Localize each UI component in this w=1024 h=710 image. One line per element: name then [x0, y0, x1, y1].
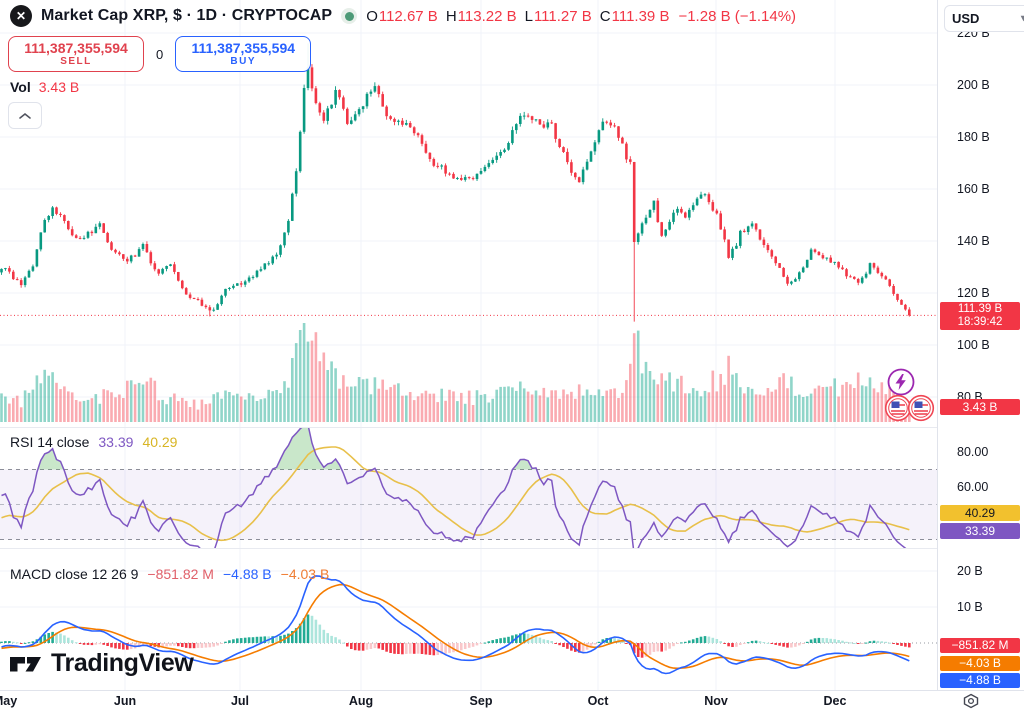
candlesticks — [0, 43, 911, 322]
price-axis-tick: 140 B — [957, 234, 990, 248]
month-label: Sep — [469, 694, 493, 708]
rsi-title: RSI — [10, 434, 34, 450]
us-flag-coins-icon[interactable] — [884, 394, 936, 422]
market-status-icon[interactable] — [341, 8, 358, 24]
flag-coin-right — [907, 394, 935, 422]
rsi-pane-header[interactable]: RSI 14 close 33.39 40.29 — [10, 434, 177, 450]
price-axis-tick: 180 B — [957, 130, 990, 144]
price-axis-tick: 160 B — [957, 182, 990, 196]
price-axis[interactable]: 111.39 B 18:39:42 3.43 B 40.29 33.39 −85… — [937, 0, 1024, 690]
sell-button[interactable]: 111,387,355,594 SELL — [8, 36, 144, 72]
symbol-title[interactable]: Market Cap XRP, $ · 1D · CRYPTOCAP — [41, 7, 333, 24]
macd-line-value: −4.88 B — [222, 566, 272, 582]
ohlc-item: C111.39 B — [599, 7, 670, 25]
price-axis-tick: 100 B — [957, 338, 990, 352]
tradingview-logo[interactable]: TradingView — [8, 649, 194, 678]
macd-hist-badge: −851.82 M — [940, 638, 1020, 653]
time-axis[interactable]: May Jun Jul Aug Sep Oct Nov Dec — [0, 690, 1024, 710]
change-value: −1.28 B (−1.14%) — [678, 7, 797, 25]
grid-lines — [0, 0, 937, 690]
rsi-badge: 33.39 — [940, 523, 1020, 539]
rsi-pane-plot — [0, 428, 937, 548]
ohlc-item: O112.67 B — [366, 7, 438, 25]
tradingview-logo-text: TradingView — [51, 649, 194, 677]
rsi-ma-value: 40.29 — [142, 434, 178, 450]
macd-pane-plot — [0, 575, 937, 675]
month-label: Jul — [230, 694, 250, 708]
sell-label: SELL — [60, 56, 92, 68]
macd-signal-value: −4.03 B — [280, 566, 330, 582]
currency-label: USD — [952, 11, 980, 26]
buy-label: BUY — [230, 56, 257, 68]
hexagon-settings-icon[interactable] — [962, 693, 980, 709]
macd-title: MACD — [10, 566, 52, 582]
ohlc-item: H113.22 B — [445, 7, 517, 25]
month-label: Dec — [823, 694, 847, 708]
macd-hist-value: −851.82 M — [147, 566, 214, 582]
flag-coin-left — [884, 394, 912, 422]
price-axis-tick: 200 B — [957, 78, 990, 92]
volume-label[interactable]: Vol — [10, 79, 31, 95]
month-label: Nov — [704, 694, 728, 708]
last-price-badge: 111.39 B 18:39:42 — [940, 302, 1020, 330]
chevron-down-icon: ▾ — [1020, 13, 1024, 24]
pane-separator[interactable] — [0, 427, 1024, 428]
collapse-panel-button[interactable] — [8, 102, 42, 129]
macd-axis-tick: 20 B — [957, 564, 983, 578]
volume-bars — [0, 323, 911, 422]
ohlc-item: L111.27 B — [524, 7, 592, 25]
price-axis-tick: 120 B — [957, 286, 990, 300]
macd-signal-badge: −4.03 B — [940, 656, 1020, 671]
xrp-symbol-logo-icon: ✕ — [10, 5, 32, 27]
sell-price: 111,387,355,594 — [24, 39, 128, 56]
rsi-axis-tick: 80.00 — [957, 445, 989, 459]
main-chart-canvas[interactable] — [0, 0, 938, 690]
macd-axis-tick: 10 B — [957, 600, 983, 614]
volume-badge: 3.43 B — [940, 399, 1020, 415]
macd-params: close 12 26 9 — [55, 566, 139, 582]
volume-legend: Vol 3.43 B — [10, 79, 79, 95]
month-label: May — [0, 694, 18, 708]
chevron-up-icon — [19, 112, 31, 119]
pane-separator[interactable] — [0, 548, 1024, 549]
macd-line-badge: −4.88 B — [940, 673, 1020, 688]
rsi-value: 33.39 — [98, 434, 134, 450]
buy-button[interactable]: 111,387,355,594 BUY — [175, 36, 312, 72]
ohlc-values: O112.67 B H113.22 B L111.27 B C111.39 B — [366, 8, 669, 25]
buy-price: 111,387,355,594 — [191, 39, 296, 56]
month-label: Jun — [113, 694, 137, 708]
rsi-ma-badge: 40.29 — [940, 505, 1020, 521]
lightning-events-icon[interactable] — [886, 367, 916, 397]
tradingview-logo-mark-icon — [10, 656, 41, 671]
month-label: Oct — [587, 694, 609, 708]
trade-panel: 111,387,355,594 SELL 0 111,387,355,594 B… — [8, 36, 312, 72]
month-label: Aug — [348, 694, 374, 708]
currency-selector[interactable]: USD ▾ — [944, 5, 1024, 32]
rsi-params: 14 close — [37, 434, 90, 450]
volume-value: 3.43 B — [38, 79, 80, 95]
spread-value: 0 — [156, 46, 164, 62]
macd-pane-header[interactable]: MACD close 12 26 9 −851.82 M −4.88 B −4.… — [10, 566, 329, 582]
rsi-axis-tick: 60.00 — [957, 480, 989, 494]
symbol-header: ✕ Market Cap XRP, $ · 1D · CRYPTOCAP O11… — [10, 5, 796, 27]
